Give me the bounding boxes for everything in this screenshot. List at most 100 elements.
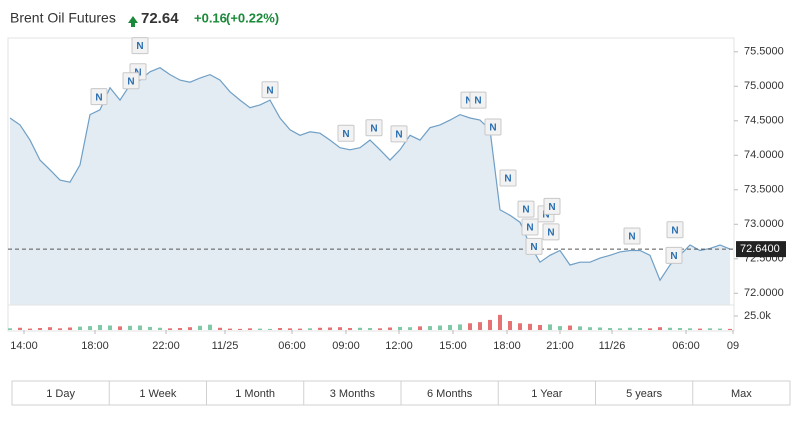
volume-bar [458, 324, 462, 330]
volume-bar [128, 325, 132, 330]
volume-bar [8, 328, 12, 330]
volume-bar [678, 328, 682, 330]
news-marker-label: N [474, 96, 481, 107]
x-tick-label: 15:00 [439, 340, 467, 352]
plot-frame [7, 37, 735, 332]
news-marker-label: N [342, 129, 349, 140]
x-tick-label: 18:00 [81, 340, 109, 352]
volume-bar [258, 328, 262, 330]
x-tick-label: 11/25 [212, 340, 239, 352]
volume-bar [438, 325, 442, 330]
price: 72.64 [141, 10, 179, 27]
news-marker-label: N [526, 223, 533, 234]
x-tick-label: 14:00 [10, 340, 38, 352]
volume-bar [158, 327, 162, 330]
volume-bar [418, 326, 422, 330]
news-marker [521, 218, 539, 236]
news-marker-label: N [530, 242, 537, 253]
news-marker-label: N [266, 85, 273, 96]
volume-bar [48, 327, 52, 330]
volume-bar [118, 326, 122, 330]
news-marker-label: N [465, 96, 472, 107]
y-tick-label: 74.5000 [744, 115, 784, 127]
volume-tick-label: 25.0k [744, 310, 771, 322]
volume-bar [368, 328, 372, 330]
volume-bar [648, 328, 652, 330]
volume-bar [628, 327, 632, 330]
volume-bar [698, 328, 702, 330]
news-marker [365, 119, 383, 137]
news-marker-label: N [504, 174, 511, 185]
news-marker-label: N [548, 202, 555, 213]
volume-bar [378, 328, 382, 330]
news-marker [525, 237, 543, 255]
x-tick-label: 22:00 [152, 340, 180, 352]
y-tick-label: 75.5000 [744, 46, 784, 58]
last-price-label: 72.6400 [740, 243, 780, 255]
news-marker [90, 88, 108, 106]
volume-bar [498, 314, 502, 330]
volume-bar [568, 325, 572, 330]
volume-bar [328, 327, 332, 330]
news-marker [484, 118, 502, 136]
volume-bar [318, 327, 322, 330]
news-marker [122, 72, 140, 90]
volume-bar [638, 328, 642, 330]
volume-bar [578, 326, 582, 330]
range-button[interactable]: 1 Day [46, 388, 75, 400]
range-button[interactable]: 5 years [626, 388, 663, 400]
range-button[interactable]: 6 Months [427, 388, 473, 400]
x-tick-label: 21:00 [546, 340, 574, 352]
up-arrow [128, 16, 138, 27]
news-marker-label: N [671, 225, 678, 236]
volume-bar [68, 327, 72, 330]
volume-bar [288, 328, 292, 330]
range-button[interactable]: 3 Months [330, 388, 376, 400]
volume-bar [248, 328, 252, 330]
volume-bar [108, 325, 112, 330]
volume-bar [538, 324, 542, 330]
news-marker-label: N [522, 205, 529, 216]
news-marker [517, 200, 535, 218]
volume-bar [558, 326, 562, 330]
last-price-box [736, 241, 786, 258]
news-marker [499, 169, 517, 187]
news-marker-label: N [127, 76, 134, 87]
range-button[interactable]: 1 Month [235, 388, 275, 400]
volume-bar [58, 328, 62, 330]
chart-title: Brent Oil Futures [10, 10, 116, 26]
range-button[interactable]: Max [731, 388, 752, 400]
volume-bar [388, 327, 392, 330]
volume-bar [718, 328, 722, 330]
news-marker [542, 223, 560, 241]
y-tick-label: 74.0000 [744, 149, 784, 161]
volume-bar [528, 323, 532, 330]
volume-bar [398, 326, 402, 330]
range-button[interactable]: 1 Year [531, 388, 563, 400]
news-marker-label: N [395, 130, 402, 141]
volume-bar [358, 327, 362, 330]
news-marker-label: N [670, 251, 677, 262]
news-marker-label: N [370, 123, 377, 134]
volume-bar [448, 324, 452, 330]
x-tick-label: 11/26 [599, 340, 626, 352]
news-marker-label: N [628, 232, 635, 243]
volume-bar [428, 326, 432, 330]
news-marker [469, 91, 487, 109]
volume-bar [708, 328, 712, 330]
news-marker-label: N [136, 41, 143, 52]
x-tick-label: 09 [727, 340, 739, 352]
y-tick-label: 75.0000 [744, 80, 784, 92]
volume-bar [88, 326, 92, 330]
volume-bar [228, 328, 232, 330]
volume-bar [588, 327, 592, 330]
volume-bar [268, 328, 272, 330]
volume-bar [138, 325, 142, 330]
volume-bar [78, 326, 82, 330]
range-button[interactable]: 1 Week [139, 388, 177, 400]
volume-bar [348, 328, 352, 330]
volume-bar [188, 327, 192, 330]
volume-bar [18, 327, 22, 330]
